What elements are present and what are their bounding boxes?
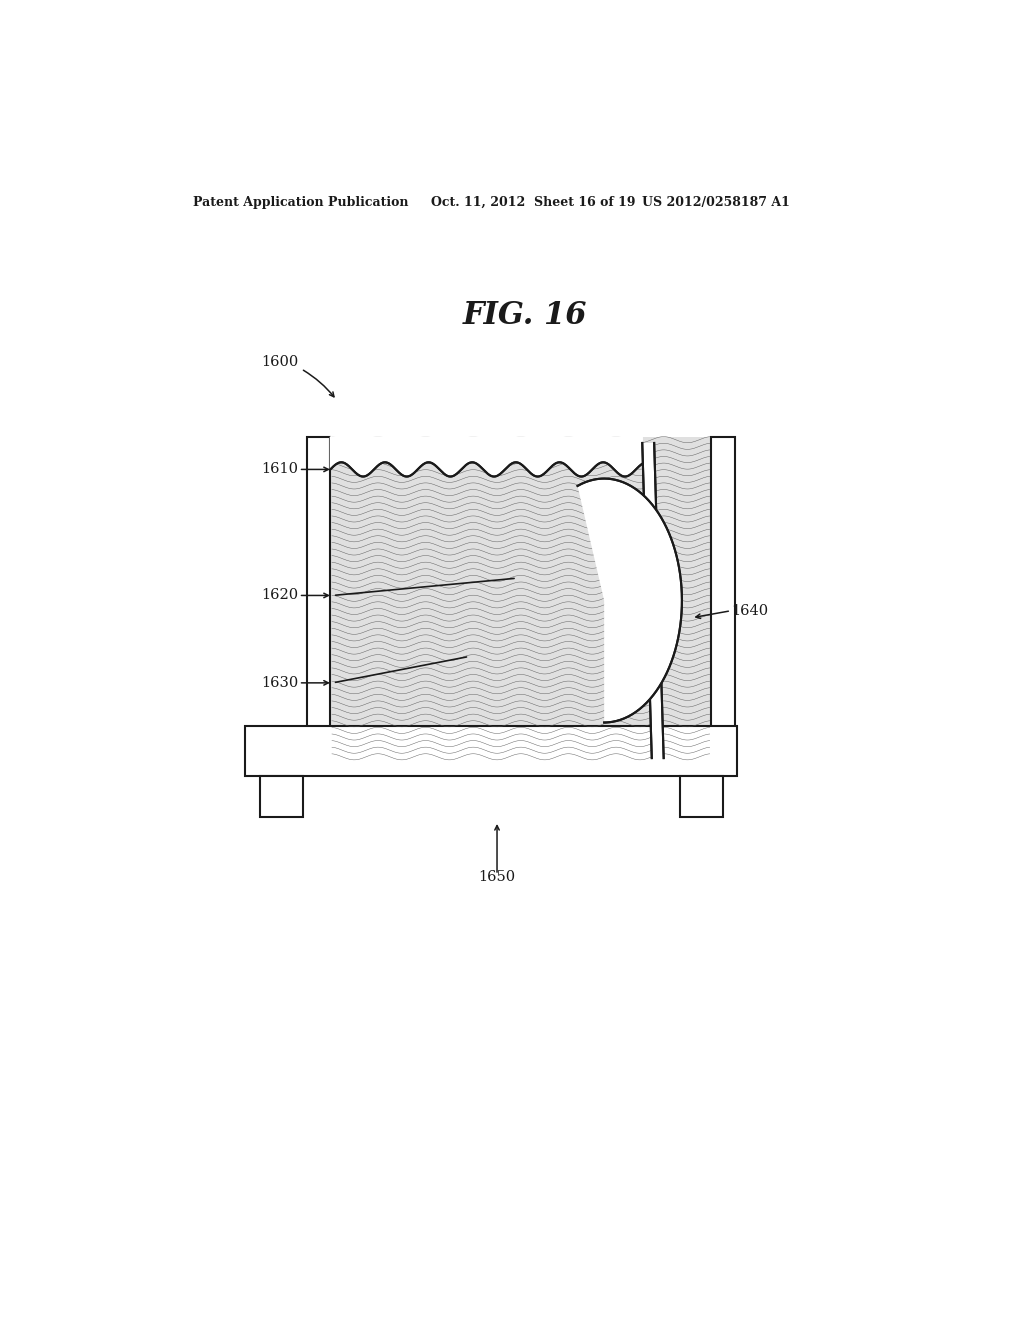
Bar (712, 437, 735, 760)
Bar (246, 726, 737, 776)
Bar (331, 437, 712, 760)
Text: 1630: 1630 (261, 676, 299, 690)
Text: Oct. 11, 2012  Sheet 16 of 19: Oct. 11, 2012 Sheet 16 of 19 (431, 195, 636, 209)
Bar (260, 776, 303, 817)
Polygon shape (642, 444, 664, 758)
Bar (680, 776, 723, 817)
Text: US 2012/0258187 A1: US 2012/0258187 A1 (642, 195, 791, 209)
Text: 1650: 1650 (478, 870, 516, 884)
Polygon shape (578, 479, 682, 722)
Text: 1600: 1600 (261, 355, 299, 368)
Text: Patent Application Publication: Patent Application Publication (194, 195, 409, 209)
Text: 1620: 1620 (261, 589, 299, 602)
Bar (306, 437, 331, 760)
Text: FIG. 16: FIG. 16 (463, 301, 587, 331)
Text: 1640: 1640 (731, 603, 768, 618)
Text: 1610: 1610 (261, 462, 299, 477)
Polygon shape (331, 437, 642, 477)
